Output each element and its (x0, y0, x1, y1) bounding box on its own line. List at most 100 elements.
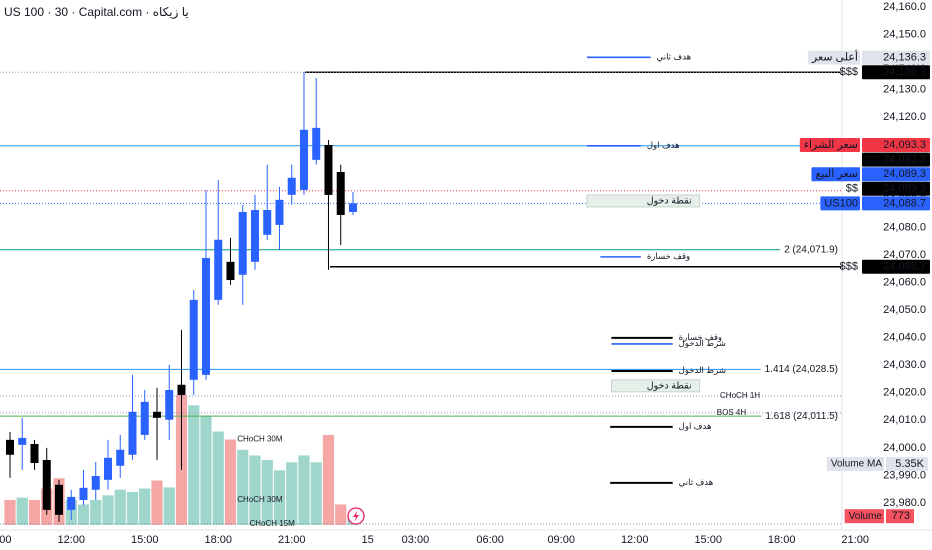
y-tick-label: 24,010.0 (883, 414, 926, 426)
volume-bar (16, 497, 28, 525)
candle-body (275, 199, 284, 225)
x-tick-label: 18:00 (768, 534, 796, 546)
volume-name: Volume (849, 511, 883, 522)
candle-body (128, 411, 137, 455)
x-tick-label: 03:00 (402, 534, 430, 546)
y-tick-label: 24,020.0 (883, 387, 926, 399)
price-label-box (862, 152, 930, 167)
y-tick-label: 24,160.0 (883, 1, 926, 13)
drawing-label: شرط الدخول (679, 338, 726, 348)
candle-body (67, 496, 76, 510)
volume-bar (77, 504, 90, 525)
volume-value: 773 (892, 510, 910, 522)
price-label-name: US100 (824, 197, 858, 209)
candle-body (336, 171, 345, 215)
volume-bar (335, 504, 347, 525)
price-label: 24,088.7 (883, 197, 926, 209)
volume-name-box (844, 509, 884, 524)
candle-body (201, 257, 210, 375)
drawing-label: وقف خسارة (679, 332, 722, 342)
entry-label: نقطة دخول (647, 195, 692, 206)
candle-body (189, 299, 198, 380)
price-label-name: سعر البيع (815, 168, 858, 180)
marker-label: BOS 4H (717, 408, 747, 417)
chart-title: US 100 · 30 · Capital.com · يا زيكاه (4, 5, 189, 20)
fib-label: 1.414 (24,028.5) (765, 364, 838, 375)
price-label-box (862, 259, 930, 274)
volume-ma-value: 5.35K (895, 458, 924, 470)
volume-bar (163, 487, 175, 525)
y-tick-label: 24,120.0 (883, 111, 926, 123)
volume-ma-name-box (826, 457, 884, 472)
x-tick-label: 15:00 (694, 534, 722, 546)
x-tick-label: 09:00 (0, 534, 12, 546)
candle-body (116, 449, 125, 466)
candle-body (263, 210, 272, 235)
candle-body (18, 437, 27, 445)
entry-box (586, 194, 701, 208)
candle-body (348, 203, 357, 212)
volume-bar (261, 460, 273, 525)
y-tick-label: 24,150.0 (883, 28, 926, 40)
volume-bar (310, 462, 322, 525)
candle-body (214, 239, 223, 300)
drawing-label: هدف اول (679, 421, 712, 431)
volume-bar (139, 488, 151, 525)
volume-bar (212, 431, 224, 525)
drawing-label: هدف ثاني (657, 52, 692, 62)
price-label: 24,065.7 (883, 261, 926, 273)
volume-bar (273, 470, 286, 525)
volume-ma-box (886, 457, 928, 472)
candle-body (140, 401, 149, 435)
candle-body (42, 459, 51, 510)
x-tick-label: 15 (362, 534, 374, 546)
candle-body (250, 210, 259, 262)
price-label-name: أعلى سعر (811, 50, 858, 64)
candle-body (312, 127, 321, 160)
volume-bar (4, 499, 16, 525)
x-tick-label: 21:00 (278, 534, 306, 546)
price-label-box (862, 50, 930, 65)
candle-body (5, 439, 14, 455)
drawing-label: شرط الدخول (679, 365, 726, 375)
drawing-label: هدف ثاني (679, 477, 714, 487)
price-label-box (862, 181, 930, 196)
candle-body (324, 144, 333, 195)
price-name-box (811, 167, 860, 182)
candle-body (152, 411, 161, 418)
volume-box (886, 509, 914, 524)
marker-label: CHoCH 15M (249, 519, 295, 528)
price-name-box (799, 138, 860, 153)
price-label-name: $$$ (840, 66, 858, 78)
drawing-label: هدف اول (647, 140, 680, 150)
y-tick-label: 23,990.0 (883, 469, 926, 481)
volume-bar (298, 455, 310, 525)
entry-label: نقطة دخول (647, 380, 692, 391)
price-label-name: $$ (846, 183, 858, 195)
y-tick-label: 23,980.0 (883, 497, 926, 509)
plot-area: 1.6182 (24,071.9)1.414 (24,028.5)1.618 (… (0, 52, 842, 528)
volume-bar (322, 434, 335, 525)
price-label: 24,136.3 (883, 52, 926, 64)
volume-bar (286, 462, 298, 525)
candle-body (287, 177, 296, 195)
candle-body (299, 129, 308, 190)
price-name-box (807, 50, 860, 65)
marker-label: CHoCH 30M (237, 495, 283, 504)
candle-body (226, 261, 235, 281)
marker-label: CHoCH 1H (720, 391, 760, 400)
candle-body (54, 484, 63, 515)
x-tick-label: 06:00 (476, 534, 504, 546)
candle-body (177, 384, 186, 395)
drawing-label: وقف خسارة (647, 251, 690, 261)
x-tick-label: 15:00 (131, 534, 159, 546)
volume-bar (90, 499, 102, 525)
y-tick-label: 24,060.0 (883, 276, 926, 288)
x-tick-label: 12:00 (621, 534, 649, 546)
y-tick-label: 24,040.0 (883, 332, 926, 344)
alert-icon[interactable] (347, 507, 365, 525)
